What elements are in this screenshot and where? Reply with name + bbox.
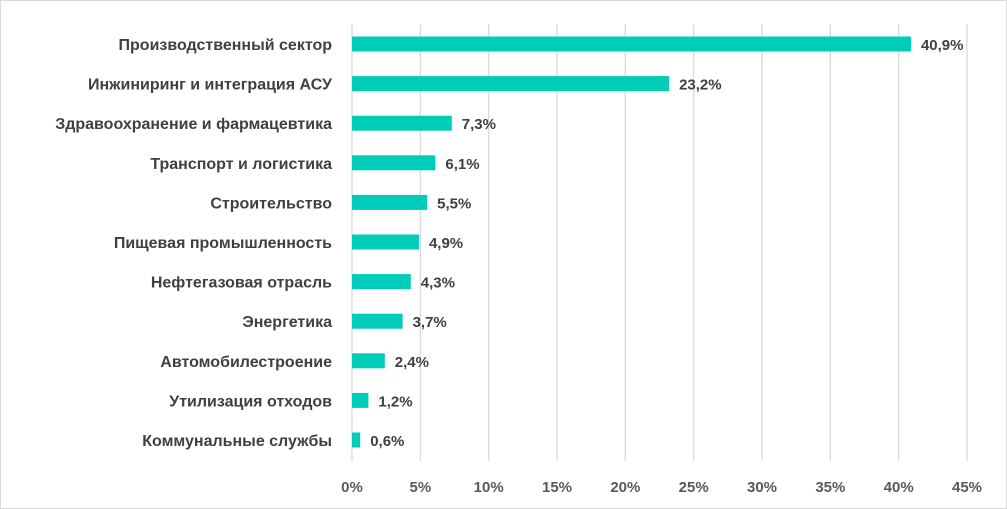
bar [352, 392, 369, 408]
x-tick-label: 20% [610, 479, 640, 496]
data-label: 3,7% [413, 314, 447, 331]
data-label: 23,2% [679, 77, 722, 94]
bar [352, 76, 670, 92]
bar [352, 115, 452, 131]
category-label: Здравоохранение и фармацевтика [55, 116, 332, 133]
data-label: 4,9% [429, 235, 463, 252]
x-tick-label: 10% [474, 479, 504, 496]
x-tick-label: 25% [679, 479, 709, 496]
category-label: Пищевая промышленность [114, 235, 332, 252]
x-axis-tick-labels: 0% 5% 10% 15% 20% 25% 30% 35% 40% 45% [341, 479, 982, 496]
category-label: Утилизация отходов [169, 393, 332, 410]
category-label: Строительство [210, 195, 332, 212]
x-tick-label: 30% [747, 479, 777, 496]
data-label: 0,6% [370, 433, 404, 450]
category-label: Транспорт и логистика [150, 156, 332, 173]
category-labels: Производственный сектор Инжиниринг и инте… [55, 37, 333, 450]
data-label: 2,4% [395, 354, 429, 371]
bar [352, 353, 385, 369]
data-label: 7,3% [462, 116, 496, 133]
data-label: 1,2% [378, 393, 412, 410]
bar [352, 194, 428, 210]
bar [352, 274, 411, 290]
category-label: Энергетика [242, 314, 332, 331]
data-labels: 40,9% 23,2% 7,3% 6,1% 5,5% 4,9% 4,3% 3,7% 2,4% 1,… [370, 37, 963, 450]
data-label: 4,3% [421, 275, 455, 292]
category-label: Нефтегазовая отрасль [151, 275, 332, 292]
category-label: Производственный сектор [119, 37, 333, 54]
x-tick-label: 15% [542, 479, 572, 496]
bar [352, 234, 419, 250]
x-tick-label: 35% [815, 479, 845, 496]
bar [352, 36, 911, 52]
category-label: Инжиниринг и интеграция АСУ [88, 77, 333, 94]
x-tick-label: 45% [952, 479, 982, 496]
bar [352, 432, 361, 448]
category-label: Коммунальные службы [142, 433, 332, 450]
bar [352, 155, 436, 171]
category-label: Автомобилестроение [160, 354, 332, 371]
data-label: 40,9% [921, 37, 964, 54]
bar [352, 313, 403, 329]
data-label: 6,1% [445, 156, 479, 173]
x-tick-label: 5% [409, 479, 431, 496]
bars [352, 36, 911, 448]
x-tick-label: 0% [341, 479, 363, 496]
x-tick-label: 40% [884, 479, 914, 496]
data-label: 5,5% [437, 195, 471, 212]
gridlines [351, 24, 968, 461]
